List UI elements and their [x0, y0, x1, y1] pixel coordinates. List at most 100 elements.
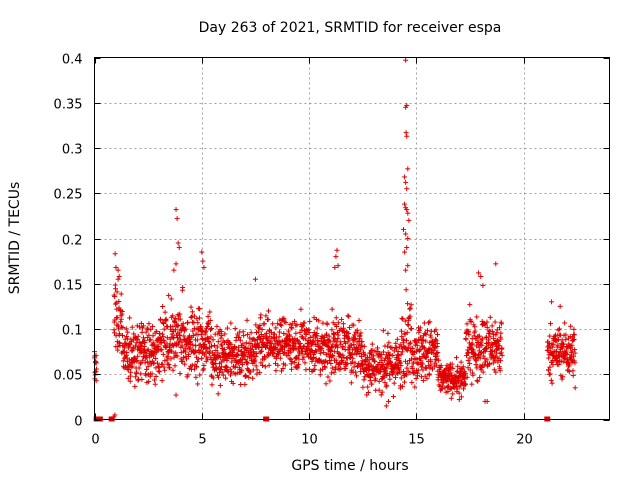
data-point	[482, 356, 488, 362]
data-point	[134, 369, 140, 375]
data-point	[496, 343, 502, 349]
data-point	[132, 343, 138, 349]
data-point	[552, 355, 558, 361]
data-point	[550, 362, 556, 368]
data-point	[162, 309, 168, 315]
data-point	[172, 327, 178, 333]
data-point	[148, 337, 154, 343]
data-point	[127, 315, 133, 321]
data-point	[472, 324, 478, 330]
data-point	[415, 361, 421, 367]
data-point	[215, 391, 221, 397]
data-point	[320, 366, 326, 372]
data-point	[193, 343, 199, 349]
data-point	[420, 367, 426, 373]
data-point	[491, 336, 497, 342]
data-point	[245, 332, 251, 338]
data-point	[248, 369, 254, 375]
data-point	[143, 372, 149, 378]
data-point	[439, 383, 445, 389]
data-point	[555, 342, 561, 348]
data-point	[495, 359, 501, 365]
data-point	[403, 104, 409, 110]
data-point	[270, 321, 276, 327]
data-point	[120, 325, 126, 331]
data-point	[180, 354, 186, 360]
data-point	[365, 384, 371, 390]
data-point	[188, 304, 194, 310]
data-point	[368, 374, 374, 380]
data-point	[304, 351, 310, 357]
data-point	[192, 348, 198, 354]
data-point	[176, 341, 182, 347]
data-point	[139, 376, 145, 382]
data-point	[188, 314, 194, 320]
data-point	[239, 362, 245, 368]
data-point	[154, 328, 160, 334]
data-point	[242, 351, 248, 357]
data-point	[365, 357, 371, 363]
data-point	[174, 323, 180, 329]
data-point	[289, 321, 295, 327]
data-point	[555, 327, 561, 333]
data-point	[134, 323, 140, 329]
data-point	[472, 357, 478, 363]
data-point	[382, 380, 388, 386]
data-point	[228, 320, 234, 326]
data-point	[231, 353, 237, 359]
data-point	[346, 336, 352, 342]
data-point	[337, 351, 343, 357]
data-point	[217, 355, 223, 361]
data-point	[572, 360, 578, 366]
data-point	[415, 370, 421, 376]
data-point	[549, 344, 555, 350]
data-point	[448, 395, 454, 401]
data-point	[195, 320, 201, 326]
data-point	[257, 370, 263, 376]
data-point	[216, 374, 222, 380]
data-point	[333, 315, 339, 321]
data-point	[372, 358, 378, 364]
data-point	[399, 328, 405, 334]
data-point	[176, 245, 182, 251]
data-point	[423, 364, 429, 370]
data-point	[405, 322, 411, 328]
data-point	[218, 335, 224, 341]
data-point	[248, 341, 254, 347]
data-point	[317, 372, 323, 378]
data-point	[112, 412, 118, 418]
y-axis-label: SRMTID / TECUs	[7, 182, 23, 295]
data-point	[329, 345, 335, 351]
data-point	[295, 353, 301, 359]
data-point	[278, 323, 284, 329]
data-point	[302, 360, 308, 366]
y-tick-labels: 0 0.05 0.1 0.15 0.2 0.25 0.3 0.35 0.4	[54, 53, 83, 430]
data-point	[384, 382, 390, 388]
data-point	[119, 309, 125, 315]
data-point	[219, 364, 225, 370]
data-point	[403, 267, 409, 273]
data-point	[358, 354, 364, 360]
data-point	[252, 357, 258, 363]
data-point	[171, 267, 177, 273]
data-point	[446, 374, 452, 380]
data-point	[420, 378, 426, 384]
data-point	[380, 373, 386, 379]
data-point	[153, 373, 159, 379]
data-point	[329, 327, 335, 333]
data-point	[287, 356, 293, 362]
data-point	[221, 347, 227, 353]
data-point	[115, 276, 121, 282]
data-point	[438, 363, 444, 369]
data-point	[117, 331, 123, 337]
chart-title: Day 263 of 2021, SRMTID for receiver esp…	[199, 20, 502, 36]
data-point	[408, 302, 414, 308]
data-point	[202, 341, 208, 347]
data-point	[302, 336, 308, 342]
data-point	[154, 360, 160, 366]
data-point	[198, 332, 204, 338]
data-point	[387, 376, 393, 382]
data-point	[367, 354, 373, 360]
data-point	[403, 358, 409, 364]
data-point	[281, 331, 287, 337]
